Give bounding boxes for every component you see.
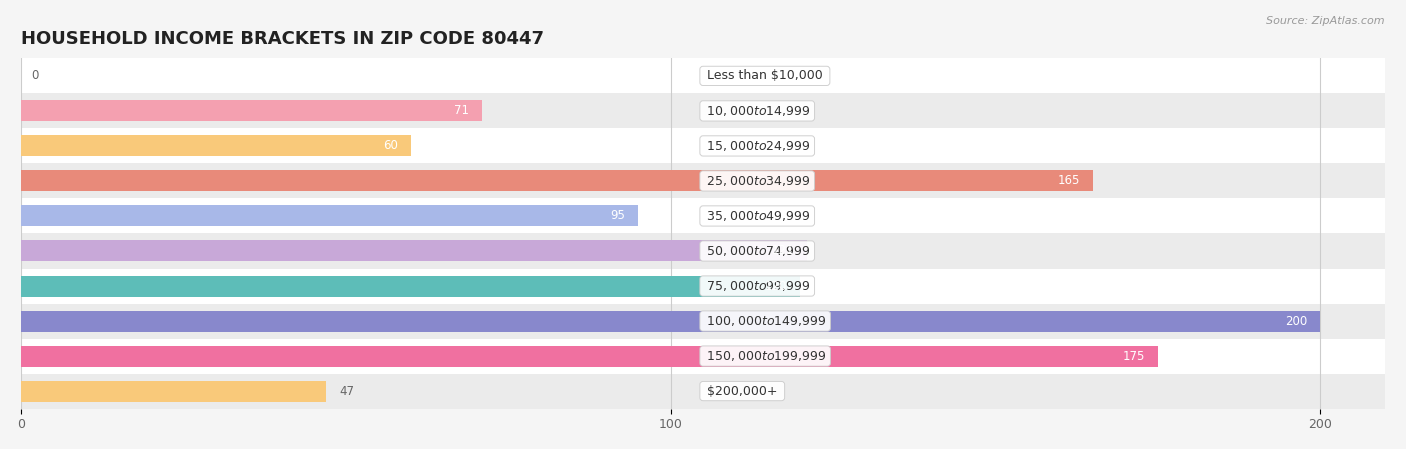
Bar (21, 136, 411, 156)
Text: 60: 60 (382, 140, 398, 152)
Bar (21, 58, 1385, 93)
Bar (21, 171, 1092, 191)
Bar (21, 101, 482, 121)
Text: 175: 175 (1122, 350, 1144, 362)
Text: $100,000 to $149,999: $100,000 to $149,999 (703, 314, 827, 328)
Text: 200: 200 (1285, 315, 1308, 327)
Bar (21, 93, 1385, 128)
Text: $75,000 to $99,999: $75,000 to $99,999 (703, 279, 811, 293)
Text: $150,000 to $199,999: $150,000 to $199,999 (703, 349, 827, 363)
Bar (21, 346, 1157, 366)
Text: $25,000 to $34,999: $25,000 to $34,999 (703, 174, 811, 188)
Bar (21, 381, 326, 401)
Text: Source: ZipAtlas.com: Source: ZipAtlas.com (1267, 16, 1385, 26)
Bar (21, 233, 1385, 269)
Bar (21, 198, 1385, 233)
Bar (21, 206, 638, 226)
Text: $50,000 to $74,999: $50,000 to $74,999 (703, 244, 811, 258)
Text: 47: 47 (339, 385, 354, 397)
Text: 120: 120 (765, 280, 787, 292)
Bar (21, 128, 1385, 163)
Text: HOUSEHOLD INCOME BRACKETS IN ZIP CODE 80447: HOUSEHOLD INCOME BRACKETS IN ZIP CODE 80… (21, 31, 544, 48)
Text: 95: 95 (610, 210, 626, 222)
Text: 71: 71 (454, 105, 470, 117)
Text: 121: 121 (772, 245, 794, 257)
Bar (21, 311, 1320, 331)
Bar (21, 276, 800, 296)
Text: Less than $10,000: Less than $10,000 (703, 70, 827, 82)
Bar (21, 374, 1385, 409)
Bar (21, 304, 1385, 339)
Text: $15,000 to $24,999: $15,000 to $24,999 (703, 139, 811, 153)
Text: $35,000 to $49,999: $35,000 to $49,999 (703, 209, 811, 223)
Bar (21, 163, 1385, 198)
Bar (21, 241, 807, 261)
Text: $200,000+: $200,000+ (703, 385, 782, 397)
Text: 0: 0 (31, 70, 38, 82)
Bar (21, 269, 1385, 304)
Bar (21, 339, 1385, 374)
Text: $10,000 to $14,999: $10,000 to $14,999 (703, 104, 811, 118)
Text: 165: 165 (1057, 175, 1080, 187)
